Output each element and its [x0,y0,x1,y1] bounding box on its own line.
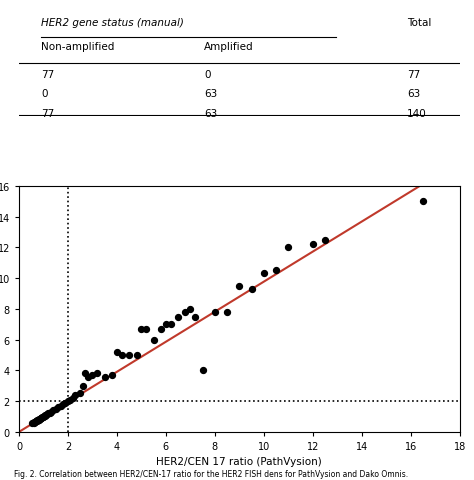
Point [37,414,45,422]
Text: 77: 77 [41,70,54,80]
Point [72,391,79,399]
Point [39,413,47,421]
Point [211,309,219,316]
Point [113,348,121,356]
Point [40,413,47,420]
Point [167,321,174,328]
Point [40,412,48,420]
Point [45,410,52,418]
Text: 63: 63 [204,108,218,119]
Point [35,416,43,423]
Point [125,351,133,359]
Point [309,241,317,249]
Point [28,420,36,427]
Point [150,336,157,344]
Text: HER2 gene status (manual): HER2 gene status (manual) [41,17,184,27]
Point [137,325,145,333]
Point [57,402,64,410]
Point [32,418,40,425]
Point [41,412,48,420]
Text: 0: 0 [204,70,210,80]
Point [260,270,268,278]
Point [66,396,74,404]
X-axis label: HER2/CEN 17 ratio (PathVysion): HER2/CEN 17 ratio (PathVysion) [156,456,322,467]
Point [42,411,50,419]
Point [55,404,62,411]
Point [143,325,150,333]
Point [108,372,116,379]
Point [89,372,96,379]
Point [419,198,427,205]
Text: 0: 0 [41,89,47,99]
Text: 63: 63 [407,89,420,99]
Point [46,409,54,417]
Point [34,417,41,424]
Point [52,405,60,413]
Point [79,382,86,390]
Point [69,395,77,402]
Point [82,370,89,377]
Text: Total: Total [407,17,431,27]
Point [64,397,72,405]
Point [272,267,280,275]
Point [223,309,231,316]
Point [36,415,44,422]
Point [118,351,126,359]
Text: 140: 140 [407,108,427,119]
Point [191,313,199,321]
Point [30,419,38,426]
Point [34,416,42,424]
Text: 77: 77 [41,108,54,119]
Text: 63: 63 [204,89,218,99]
Point [59,400,67,408]
Point [35,416,42,423]
Point [43,410,51,418]
Point [236,282,243,290]
Point [93,370,101,377]
Text: Fig. 2. Correlation between HER2/CEN-17 ratio for the HER2 FISH dens for PathVys: Fig. 2. Correlation between HER2/CEN-17 … [14,468,408,478]
Point [38,414,46,422]
Point [62,399,69,407]
Text: Amplified: Amplified [204,42,254,52]
Point [321,236,329,244]
Point [36,415,44,423]
Point [157,325,165,333]
Text: 77: 77 [407,70,420,80]
Point [31,418,39,426]
Point [49,407,57,414]
Point [42,411,49,419]
Point [76,390,84,397]
Point [248,286,255,293]
Point [38,414,46,421]
Point [33,417,40,425]
Point [47,408,55,416]
Text: Non-amplified: Non-amplified [41,42,114,52]
Point [84,373,91,381]
Point [187,305,194,313]
Point [182,309,189,316]
Point [199,367,206,374]
Point [30,419,37,427]
Point [162,321,170,328]
Point [32,418,39,425]
Point [133,351,140,359]
Point [284,244,292,252]
Point [174,313,182,321]
Point [101,373,109,381]
